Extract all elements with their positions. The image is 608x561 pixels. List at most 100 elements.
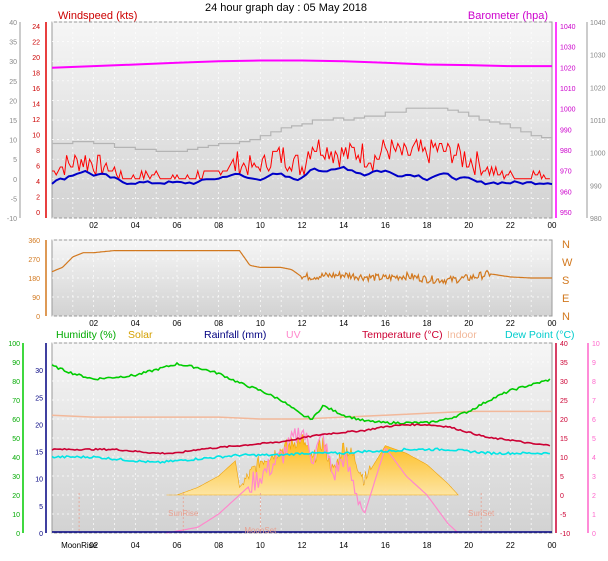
rain-axis-tick-label: 15 [35,450,43,457]
climate-x-tick-label: 00 [548,541,557,550]
direction-x-tick-label: 16 [381,319,390,328]
direction-x-tick-label: 04 [131,319,140,328]
legend-label: Humidity (%) [56,329,116,341]
direction-axis-tick-label: 0 [36,314,40,321]
baro-axis-outer-tick-label: 1010 [590,118,606,125]
direction-compass-label: W [562,257,573,269]
wind-x-tick-label: 10 [256,221,265,230]
climate-x-tick-label: 14 [339,541,348,550]
uv-axis-tick-label: 3 [592,474,596,481]
humidity-axis-tick-label: 80 [12,379,20,386]
uv-axis-tick-label: 1 [592,512,596,519]
baro-axis-outer-tick-label: 990 [590,183,602,190]
direction-x-tick-label: 08 [214,319,223,328]
legend-label: Rainfall (mm) [204,329,266,341]
direction-axis-tick-label: 360 [28,238,40,245]
baro-axis-inner-tick-label: 970 [560,169,572,176]
temperature-series-line [51,422,551,455]
direction-axis-tick-label: 90 [32,295,40,302]
humidity-axis-tick-label: 50 [12,436,20,443]
page-title: 24 hour graph day : 05 May 2018 [205,2,367,14]
wind-axis-inner-tick-label: 2 [36,195,40,202]
wind-axis-inner-tick-label: 20 [32,55,40,62]
baro-axis-outer-tick-label: 1020 [590,85,606,92]
wind-axis-inner-tick-label: 24 [32,24,40,31]
baro-axis-inner-tick-label: 990 [560,127,572,134]
wind-axis-inner-tick-label: 8 [36,148,40,155]
humidity-axis-tick-label: 20 [12,493,20,500]
wind-x-tick-label: 18 [423,221,432,230]
humidity-axis-tick-label: 30 [12,474,20,481]
climate-x-tick-label: 10 [256,541,265,550]
wind-axis-outer-tick-label: 30 [9,59,17,66]
direction-compass-label: S [562,275,569,287]
baro-axis-outer-tick-label: 1040 [590,20,606,27]
direction-compass-label: N [562,239,570,251]
direction-x-tick-label: 10 [256,319,265,328]
wind-x-tick-label: 02 [89,221,98,230]
legend-label: Solar [128,329,153,341]
temp-axis-tick-label: 20 [560,417,568,424]
uv-axis-tick-label: 4 [592,455,596,462]
climate-x-tick-label: 16 [381,541,390,550]
annotation-label: MoonSet [244,526,277,535]
wind-axis-outer-tick-label: -10 [7,216,17,223]
uv-axis-tick-label: 7 [592,398,596,405]
wind-x-tick-label: 04 [131,221,140,230]
temp-axis-tick-label: 25 [560,398,568,405]
humidity-axis-tick-label: 60 [12,417,20,424]
uv-axis-tick-label: 5 [592,436,596,443]
temp-axis-tick-label: 35 [560,360,568,367]
wind-axis-outer-tick-label: 35 [9,40,17,47]
humidity-axis-tick-label: 100 [8,341,20,348]
baro-axis-outer-tick-label: 1030 [590,53,606,60]
annotation-label: MoonRise [61,541,98,550]
rain-axis-tick-label: 25 [35,395,43,402]
wind-axis-inner-tick-label: 4 [36,179,40,186]
wind-axis-outer-tick-label: 25 [9,79,17,86]
temp-axis-tick-label: 30 [560,379,568,386]
climate-x-tick-label: 22 [506,541,515,550]
baro-axis-outer-tick-label: 980 [590,216,602,223]
wind-axis-inner-tick-label: 12 [32,117,40,124]
wind-direction-series-line [51,250,552,286]
direction-axis-tick-label: 180 [28,276,40,283]
climate-x-tick-label: 06 [173,541,182,550]
baro-axis-title: Barometer (hpa) [468,10,548,22]
rain-axis-tick-label: 30 [35,368,43,375]
humidity-series-line [51,361,551,425]
dewpoint-series-line [51,447,551,464]
climate-x-tick-label: 02 [89,541,98,550]
barometer-series-line [51,59,552,69]
direction-x-tick-label: 18 [423,319,432,328]
legend-label: Dew Point (°C) [505,329,575,341]
direction-x-tick-label: 00 [548,319,557,328]
wind-axis-title: Windspeed (kts) [58,10,137,22]
wind-x-tick-label: 06 [173,221,182,230]
temp-axis-tick-label: 40 [560,341,568,348]
wind-x-tick-label: 20 [464,221,473,230]
wind-x-tick-label: 22 [506,221,515,230]
wind-axis-inner-tick-label: 10 [32,133,40,140]
uv-axis-tick-label: 10 [592,341,600,348]
baro-axis-inner-tick-label: 1020 [560,65,576,72]
legend-label: UV [286,329,301,341]
direction-x-tick-label: 06 [173,319,182,328]
direction-axis-tick-label: 270 [28,257,40,264]
windspeed-series-line [52,138,550,181]
direction-compass-label: N [562,311,570,323]
baro-axis-inner-tick-label: 960 [560,189,572,196]
baro-axis-inner-tick-label: 1000 [560,107,576,114]
baro-axis-inner-tick-label: 980 [560,148,572,155]
wind-x-tick-label: 12 [298,221,307,230]
climate-x-tick-label: 20 [464,541,473,550]
temp-axis-tick-label: 0 [560,493,564,500]
annotation-label: SunRise [168,509,199,518]
temp-axis-tick-label: 10 [560,455,568,462]
baro-axis-inner-tick-label: 1010 [560,86,576,93]
uv-axis-tick-label: 9 [592,360,596,367]
direction-x-tick-label: 02 [89,319,98,328]
wind-axis-outer-tick-label: 15 [9,118,17,125]
direction-x-tick-label: 14 [339,319,348,328]
windspeed-average-series-line [51,165,553,186]
